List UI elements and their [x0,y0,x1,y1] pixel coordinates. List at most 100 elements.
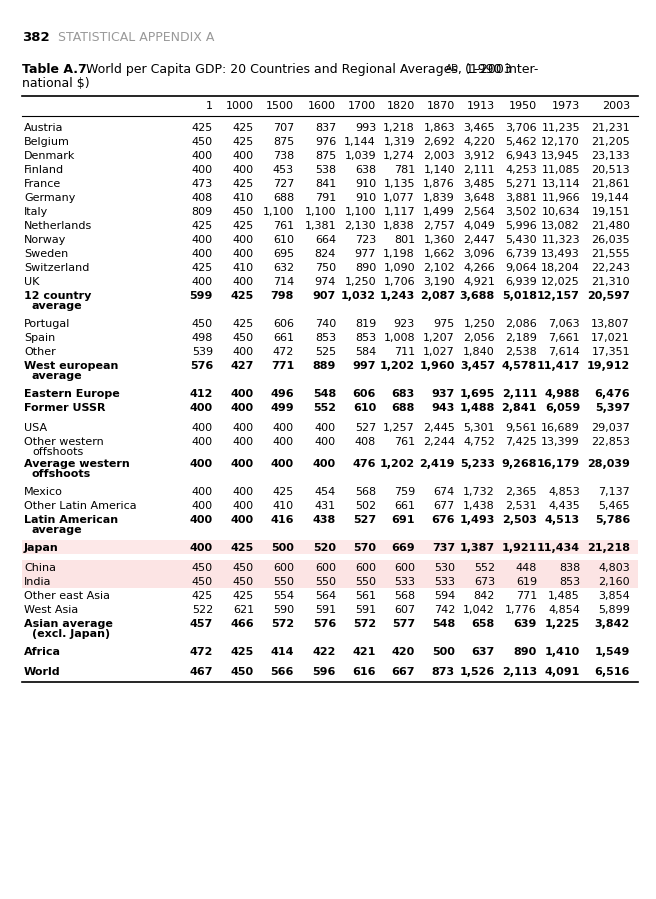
Text: 6,739: 6,739 [505,249,537,259]
Text: 771: 771 [271,361,294,371]
Text: 5,430: 5,430 [505,235,537,245]
Text: 6,476: 6,476 [594,389,630,399]
Text: 29,037: 29,037 [591,423,630,433]
Text: average: average [32,301,83,311]
Text: 400: 400 [271,459,294,469]
Text: 400: 400 [231,403,254,413]
Text: 1,135: 1,135 [384,179,415,189]
Text: 1,198: 1,198 [383,249,415,259]
Text: 550: 550 [273,577,294,587]
Text: 412: 412 [190,389,213,399]
Text: 4,921: 4,921 [463,277,495,287]
Text: 3,688: 3,688 [460,291,495,301]
Text: Former USSR: Former USSR [24,403,106,413]
Text: 9,268: 9,268 [501,459,537,469]
Text: 1,840: 1,840 [463,347,495,357]
Text: 19,151: 19,151 [591,207,630,217]
Text: 6,516: 6,516 [594,667,630,677]
Text: 1,706: 1,706 [383,277,415,287]
Text: 3,465: 3,465 [463,123,495,133]
Text: 1870: 1870 [427,101,455,111]
Text: 667: 667 [392,667,415,677]
Text: 714: 714 [273,277,294,287]
Text: Average western: Average western [24,459,130,469]
Text: Netherlands: Netherlands [24,221,92,231]
Text: 2,086: 2,086 [505,319,537,329]
Text: 674: 674 [434,487,455,497]
Text: 740: 740 [315,319,336,329]
Text: 421: 421 [353,647,376,657]
Text: 910: 910 [355,179,376,189]
Text: 2,102: 2,102 [423,263,455,273]
Text: Mexico: Mexico [24,487,63,497]
Text: 400: 400 [233,423,254,433]
Text: 570: 570 [353,543,376,553]
Text: 1973: 1973 [552,101,580,111]
Text: 5,301: 5,301 [464,423,495,433]
Bar [22,574,638,588]
Text: 400: 400 [192,277,213,287]
Text: 21,861: 21,861 [591,179,630,189]
Text: 525: 525 [315,347,336,357]
Text: 1,250: 1,250 [463,319,495,329]
Text: 3,096: 3,096 [463,249,495,259]
Text: 838: 838 [559,563,580,573]
Text: (1990 inter-: (1990 inter- [461,63,539,76]
Text: 610: 610 [353,403,376,413]
Text: 742: 742 [434,605,455,615]
Text: 425: 425 [192,221,213,231]
Text: 1600: 1600 [308,101,336,111]
Text: 1,042: 1,042 [463,605,495,615]
Text: 1,876: 1,876 [423,179,455,189]
Text: 5,397: 5,397 [595,403,630,413]
Text: Japan: Japan [24,543,59,553]
Text: 1,360: 1,360 [424,235,455,245]
Text: 738: 738 [273,151,294,161]
Text: Belgium: Belgium [24,137,70,147]
Text: 1,960: 1,960 [420,361,455,371]
Text: 711: 711 [394,347,415,357]
Text: 438: 438 [313,515,336,525]
Text: 1,662: 1,662 [423,249,455,259]
Text: 707: 707 [273,123,294,133]
Text: 1,695: 1,695 [460,389,495,399]
Text: 13,493: 13,493 [541,249,580,259]
Text: 400: 400 [233,277,254,287]
Text: 10,634: 10,634 [541,207,580,217]
Text: 12,157: 12,157 [537,291,580,301]
Text: 4,266: 4,266 [463,263,495,273]
Text: 1913: 1913 [467,101,495,111]
Text: Other: Other [24,347,56,357]
Text: 976: 976 [315,137,336,147]
Text: 606: 606 [273,319,294,329]
Text: 853: 853 [315,333,336,343]
Text: World per Capita GDP: 20 Countries and Regional Averages, 1–2003: World per Capita GDP: 20 Countries and R… [82,63,512,76]
Text: 499: 499 [270,403,294,413]
Text: 1,549: 1,549 [594,647,630,657]
Text: average: average [32,371,83,381]
Text: offshoots: offshoots [32,469,91,479]
Text: 610: 610 [273,235,294,245]
Text: 750: 750 [315,263,336,273]
Text: 410: 410 [233,193,254,203]
Text: 4,513: 4,513 [545,515,580,525]
Text: 5,462: 5,462 [505,137,537,147]
Text: 600: 600 [355,563,376,573]
Text: 594: 594 [434,591,455,601]
Text: 425: 425 [233,221,254,231]
Text: 400: 400 [190,403,213,413]
Text: 2,445: 2,445 [423,423,455,433]
Text: 977: 977 [355,249,376,259]
Text: India: India [24,577,52,587]
Text: 550: 550 [355,577,376,587]
Text: 798: 798 [271,291,294,301]
Text: 400: 400 [231,459,254,469]
Text: 522: 522 [192,605,213,615]
Text: 416: 416 [270,515,294,525]
Text: Eastern Europe: Eastern Europe [24,389,120,399]
Text: 727: 727 [273,179,294,189]
Text: 3,190: 3,190 [423,277,455,287]
Text: 723: 723 [355,235,376,245]
Text: 21,205: 21,205 [591,137,630,147]
Text: 3,502: 3,502 [505,207,537,217]
